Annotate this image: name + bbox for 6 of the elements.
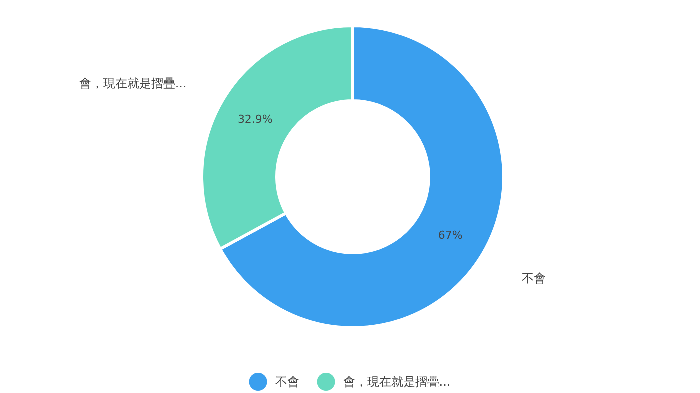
data-label: 67%	[438, 228, 463, 242]
legend-label: 不會	[275, 375, 300, 389]
legend-label: 會，現在就是摺疊...	[343, 375, 451, 389]
data-label: 32.9%	[238, 113, 273, 126]
slice-label: 會，現在就是摺疊...	[79, 76, 187, 90]
slice-label: 不會	[522, 272, 546, 286]
